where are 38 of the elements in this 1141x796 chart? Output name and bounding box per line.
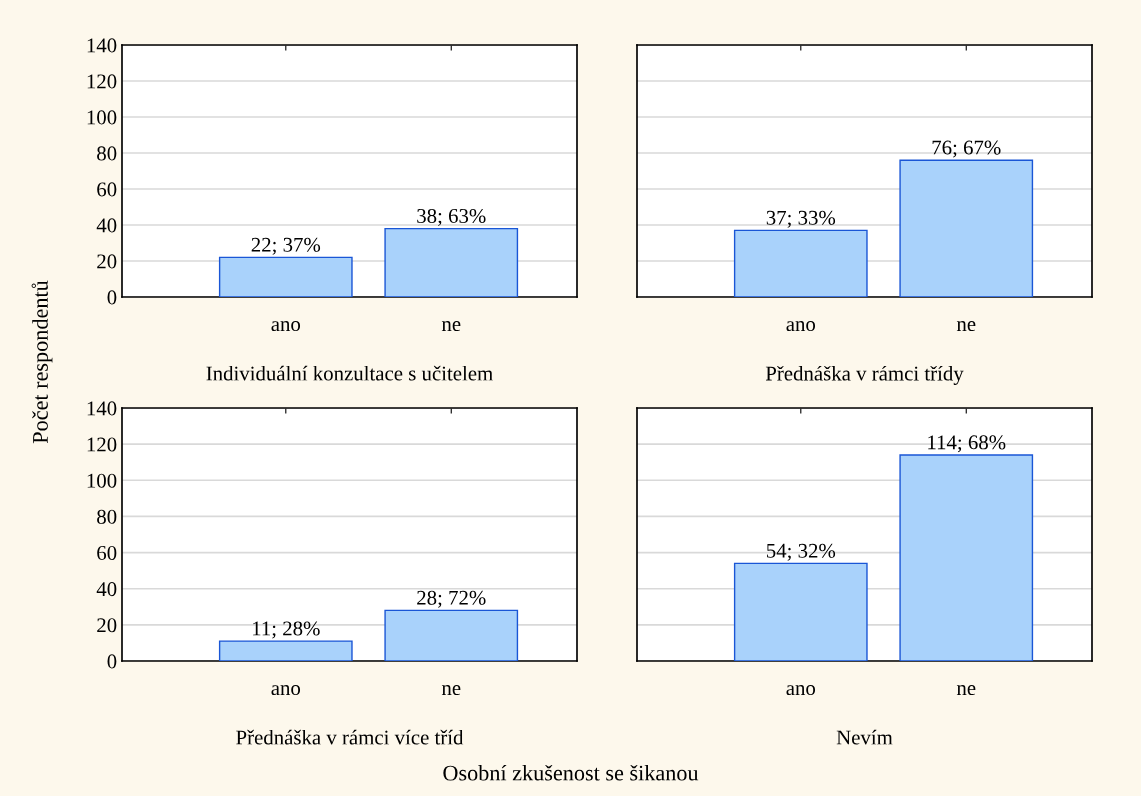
y-tick-label: 20 xyxy=(97,618,117,633)
x-axis-title: Individuální konzultace s učitelem xyxy=(206,365,493,381)
y-tick-label: 100 xyxy=(87,110,117,125)
y-tick-label: 0 xyxy=(107,290,117,305)
data-label: 114; 68% xyxy=(928,435,1006,453)
data-label: 28; 72% xyxy=(417,590,486,608)
x-tick-label: ano xyxy=(271,685,301,696)
text: Osobní zkušenost se šikanou xyxy=(443,764,699,781)
y-tick-label: 140 xyxy=(87,38,117,53)
x-tick-label: ano xyxy=(271,321,301,332)
x-tick-label: ne xyxy=(441,321,461,332)
data-label: 22; 37% xyxy=(251,237,321,255)
y-tick-label: 120 xyxy=(87,74,117,89)
data-label: 11; 28% xyxy=(253,621,320,639)
y-tick-label: 80 xyxy=(97,146,117,161)
y-tick-label: 60 xyxy=(97,545,117,560)
y-tick-label: 100 xyxy=(87,473,117,488)
y-tick-label: 60 xyxy=(97,182,117,197)
x-tick-label: ne xyxy=(441,685,461,696)
y-tick-label: 140 xyxy=(87,401,117,416)
x-axis-title: Přednáška v rámci třídy xyxy=(765,365,964,385)
y-tick-label: 40 xyxy=(96,218,117,233)
x-tick-label: ano xyxy=(786,685,816,696)
data-label: 38; 63% xyxy=(417,208,486,226)
x-tick-label: ne xyxy=(956,321,976,332)
data-label: 76; 67% xyxy=(932,140,1001,158)
y-tick-label: 0 xyxy=(107,654,117,669)
data-label: 54; 32% xyxy=(767,543,836,561)
y-axis-title: Počet respondentů xyxy=(31,280,53,444)
x-axis-title: Nevím xyxy=(836,729,893,745)
y-tick-label: 20 xyxy=(97,254,117,269)
y-tick-label: 40 xyxy=(96,582,117,597)
x-axis-title: Přednáška v rámci více tříd xyxy=(236,729,464,745)
data-label: 37; 33% xyxy=(766,210,836,228)
x-tick-label: ano xyxy=(786,321,816,332)
y-tick-label: 120 xyxy=(87,437,117,452)
x-tick-label: ne xyxy=(956,685,976,696)
y-tick-label: 80 xyxy=(97,509,117,524)
